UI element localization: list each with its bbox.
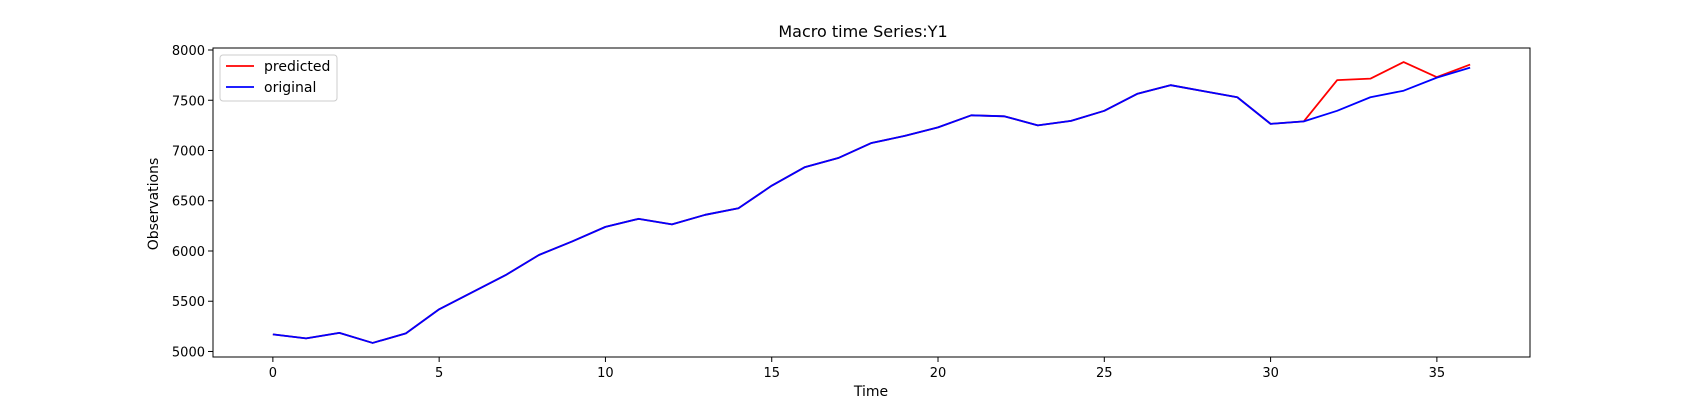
y-tick-label: 6500	[172, 195, 205, 210]
plot-frame	[212, 47, 1531, 358]
x-tick-label: 15	[763, 366, 780, 381]
legend: predicted original	[219, 54, 338, 102]
series-line-original	[272, 66, 1471, 344]
x-tick-label: 25	[1096, 366, 1113, 381]
y-tick-label: 7000	[172, 144, 205, 159]
x-tick-label: 10	[597, 366, 614, 381]
x-tick-label: 0	[269, 366, 277, 381]
y-tick-label: 5000	[172, 345, 205, 360]
plot-area	[272, 61, 1471, 344]
x-tick-label: 5	[435, 366, 443, 381]
y-tick-label: 8000	[172, 44, 205, 59]
axes: 0 5 10 15 20 25 30 35 5000 5500 6000 6500 7000 7500 80…	[172, 44, 1531, 381]
x-tick-label: 20	[930, 366, 947, 381]
x-tick-label: 30	[1262, 366, 1279, 381]
legend-label-predicted: predicted	[264, 59, 330, 75]
y-tick-label: 5500	[172, 295, 205, 310]
legend-label-original: original	[264, 80, 316, 96]
chart-title: Macro time Series:Y1	[778, 22, 947, 41]
x-axis-label: Time	[853, 384, 888, 400]
y-tick-label: 7500	[172, 94, 205, 109]
y-tick-label: 6000	[172, 245, 205, 260]
x-tick-label: 35	[1429, 366, 1446, 381]
y-axis-label: Observations	[146, 158, 162, 251]
